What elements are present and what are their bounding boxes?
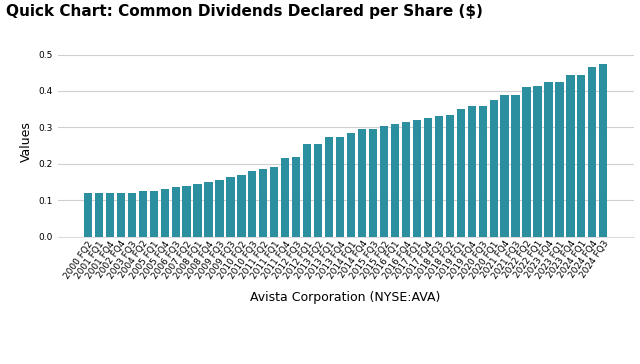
- Bar: [522, 87, 531, 237]
- Bar: [248, 171, 257, 237]
- Bar: [369, 129, 377, 237]
- Bar: [204, 182, 212, 237]
- Bar: [161, 189, 169, 237]
- Bar: [566, 75, 575, 237]
- Bar: [445, 115, 454, 237]
- Bar: [402, 122, 410, 237]
- Bar: [490, 100, 498, 237]
- Bar: [281, 158, 289, 237]
- Bar: [106, 193, 114, 237]
- Bar: [216, 180, 223, 237]
- X-axis label: Avista Corporation (NYSE:AVA): Avista Corporation (NYSE:AVA): [250, 292, 441, 304]
- Bar: [599, 64, 607, 237]
- Bar: [479, 106, 487, 237]
- Bar: [237, 175, 246, 237]
- Bar: [259, 169, 268, 237]
- Bar: [468, 106, 476, 237]
- Bar: [84, 193, 92, 237]
- Bar: [314, 144, 323, 237]
- Bar: [380, 126, 388, 237]
- Bar: [325, 136, 333, 237]
- Bar: [193, 184, 202, 237]
- Bar: [456, 109, 465, 237]
- Y-axis label: Values: Values: [20, 122, 33, 162]
- Bar: [172, 187, 180, 237]
- Bar: [500, 95, 509, 237]
- Text: Quick Chart: Common Dividends Declared per Share ($): Quick Chart: Common Dividends Declared p…: [6, 4, 483, 19]
- Bar: [533, 86, 541, 237]
- Bar: [545, 82, 552, 237]
- Bar: [95, 193, 103, 237]
- Bar: [139, 191, 147, 237]
- Bar: [292, 157, 300, 237]
- Bar: [270, 167, 278, 237]
- Bar: [347, 133, 355, 237]
- Bar: [150, 191, 158, 237]
- Bar: [588, 67, 596, 237]
- Bar: [435, 116, 443, 237]
- Bar: [511, 95, 520, 237]
- Bar: [303, 144, 311, 237]
- Bar: [182, 186, 191, 237]
- Bar: [413, 120, 421, 237]
- Bar: [116, 193, 125, 237]
- Bar: [336, 136, 344, 237]
- Bar: [227, 177, 235, 237]
- Bar: [391, 124, 399, 237]
- Bar: [358, 129, 366, 237]
- Bar: [577, 75, 586, 237]
- Bar: [424, 118, 432, 237]
- Bar: [556, 82, 564, 237]
- Bar: [127, 193, 136, 237]
